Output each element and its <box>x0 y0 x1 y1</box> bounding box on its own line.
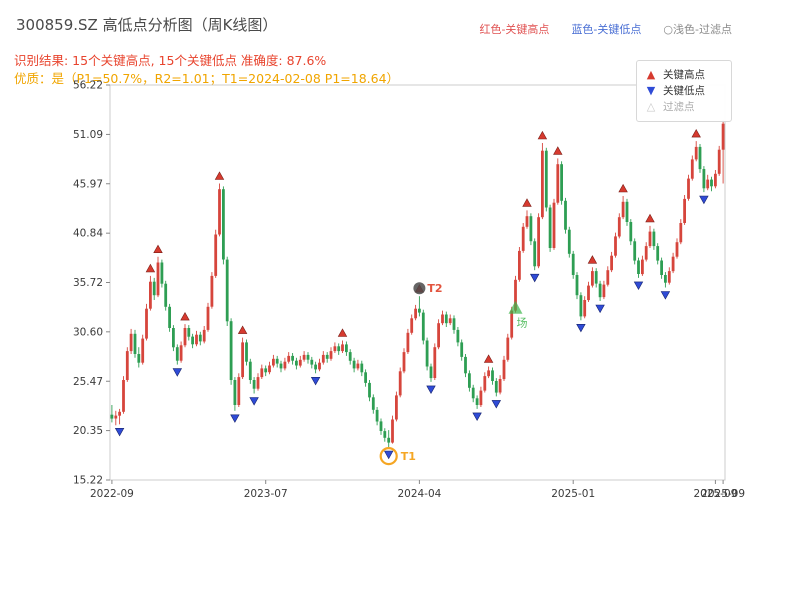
x-tick-label: 2025-01 <box>551 488 595 500</box>
recognition-result-text: 识别结果: 15个关键高点, 15个关键低点 准确度: 87.6% <box>14 53 327 68</box>
x-tick-label: 2025-09 <box>701 488 745 500</box>
key-high-marker <box>483 354 494 363</box>
key-high-marker <box>214 171 225 180</box>
y-tick-label: 56.22 <box>73 80 103 92</box>
key-high-marker <box>691 128 701 138</box>
x-axis: 2022-09 2023-07 2024-04 2025-01 2025-092025-… <box>90 480 745 500</box>
key-low-marker <box>114 428 125 437</box>
key-high-marker <box>537 130 548 140</box>
key-high-marker <box>618 183 628 193</box>
key-low-marker <box>230 414 240 423</box>
key-high-marker <box>587 255 598 264</box>
annotation-label: T1 <box>401 450 416 463</box>
top-legend-key-high: 红色-关键高点 <box>479 23 550 36</box>
legend-label: 过滤点 <box>663 101 695 113</box>
key-high-marker <box>180 311 190 321</box>
plot-legend: ▲ 关键高点 ▼ 关键低点 △ 过滤点 <box>636 60 732 122</box>
x-tick-label: 2022-09 <box>90 488 134 500</box>
page-title: 300859.SZ 高低点分析图（周K线图） <box>16 16 278 34</box>
y-tick-label: 35.72 <box>73 277 103 289</box>
key-high-marker <box>522 198 532 207</box>
y-tick-label: 30.60 <box>73 326 103 338</box>
legend-item-1: ▼ 关键低点 <box>645 83 723 99</box>
key-low-marker <box>699 195 709 205</box>
x-tick-label: 2025-09 <box>693 488 737 500</box>
key-low-marker <box>491 400 502 409</box>
top-legend-key-low: 蓝色-关键低点 <box>571 23 642 36</box>
legend-symbol-icon: ▲ <box>646 68 656 81</box>
candles-layer <box>110 119 725 448</box>
x-tick-label: 2024-04 <box>397 488 441 500</box>
annotations-layer: T1 T2 场 <box>379 282 528 466</box>
annotation-label: 场 <box>517 316 528 330</box>
key-low-marker <box>383 450 394 460</box>
key-low-marker <box>633 281 644 291</box>
key-low-marker <box>249 397 259 406</box>
key-low-marker <box>660 291 671 300</box>
y-tick-label: 15.22 <box>73 475 103 487</box>
legend-label: 关键低点 <box>663 85 705 97</box>
annotation-dot <box>413 282 426 295</box>
key-low-markers <box>114 195 709 460</box>
key-high-marker <box>337 328 348 337</box>
legend-item-2: △ 过滤点 <box>645 99 723 115</box>
key-low-marker <box>310 377 321 386</box>
y-axis: 56.22 51.09 45.97 40.84 35.72 30.60 25.47 20.35… <box>73 80 110 487</box>
key-low-marker <box>595 304 605 314</box>
legend-symbol-icon: ▼ <box>646 84 656 97</box>
top-legend-filtered: ○浅色-过滤点 <box>663 23 732 36</box>
annotation-label: T2 <box>427 282 442 295</box>
key-high-marker <box>237 325 248 334</box>
key-low-marker <box>426 385 436 395</box>
y-tick-label: 40.84 <box>73 228 103 240</box>
key-low-marker <box>529 273 540 283</box>
legend-symbol-icon: △ <box>646 100 656 113</box>
key-low-marker <box>576 324 586 333</box>
key-high-marker <box>145 263 156 273</box>
key-low-marker <box>172 368 183 377</box>
annotation-circle <box>379 447 398 466</box>
x-tick-label: 2023-07 <box>244 488 288 500</box>
key-high-marker <box>645 213 655 223</box>
plot-frame <box>109 84 726 481</box>
top-legend: 红色-关键高点 蓝色-关键低点 ○浅色-过滤点 <box>479 21 732 37</box>
key-low-marker <box>472 412 482 422</box>
key-high-marker <box>553 146 563 155</box>
legend-item-0: ▲ 关键高点 <box>645 67 723 83</box>
legend-label: 关键高点 <box>663 69 705 81</box>
y-tick-label: 25.47 <box>73 376 103 388</box>
key-high-marker <box>153 244 163 253</box>
quality-text: 优质：是（P1=50.7%，R2=1.01；T1=2024-02-08 P1=1… <box>14 71 400 86</box>
y-tick-label: 20.35 <box>73 425 103 437</box>
y-tick-label: 51.09 <box>73 129 103 141</box>
y-tick-label: 45.97 <box>73 178 103 190</box>
entry-marker <box>508 300 523 314</box>
